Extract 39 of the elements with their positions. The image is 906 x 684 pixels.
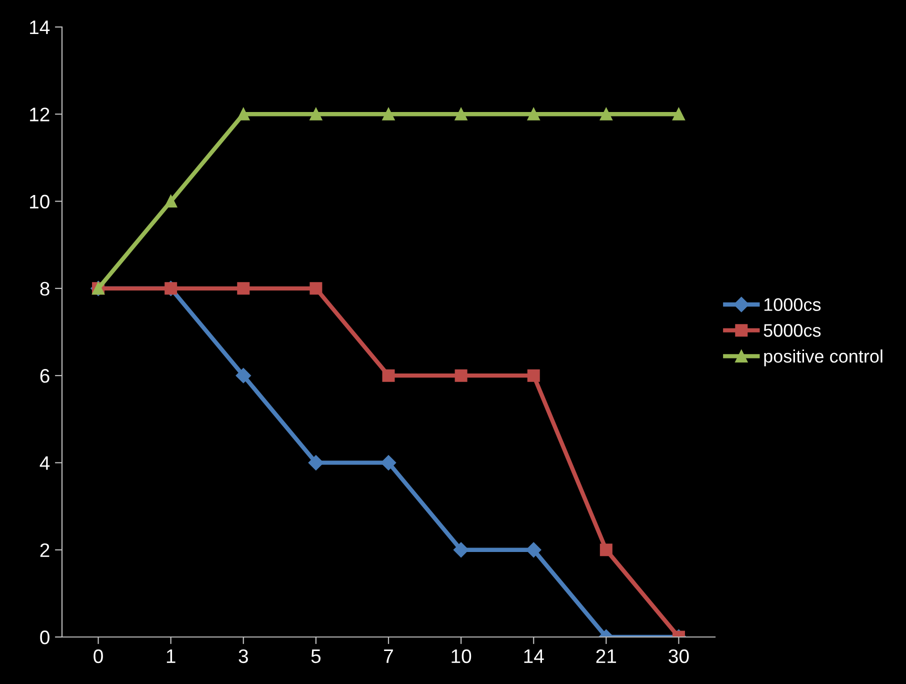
- x-tick-label: 7: [384, 650, 393, 663]
- point: [237, 282, 250, 295]
- point: [310, 282, 322, 295]
- x-tick-label: 0: [94, 649, 103, 664]
- x-tick-label: 5: [311, 650, 321, 664]
- point: [310, 108, 322, 120]
- x-tick-label: 30: [668, 649, 689, 664]
- point: [236, 368, 251, 384]
- legend-label: 1000cs: [764, 298, 821, 311]
- point: [454, 108, 468, 120]
- point: [382, 108, 395, 120]
- point: [527, 108, 540, 120]
- legend-label: 5000cs: [764, 324, 821, 337]
- point: [672, 108, 685, 120]
- y-tick-label: 8: [40, 282, 50, 296]
- y-tick-label: 6: [40, 369, 50, 383]
- point: [380, 455, 396, 470]
- point: [453, 542, 469, 558]
- point: [600, 544, 612, 556]
- point: [526, 542, 542, 558]
- y-tick-label: 4: [40, 456, 50, 470]
- x-tick-label: 3: [238, 649, 248, 664]
- y-tick-label: 2: [40, 543, 50, 557]
- point: [164, 195, 178, 208]
- point: [454, 369, 468, 382]
- x-tick-label: 21: [596, 649, 616, 663]
- y-tick-label: 10: [30, 194, 50, 209]
- point: [600, 108, 612, 120]
- legend-label: positive control: [764, 349, 882, 366]
- point: [237, 108, 250, 120]
- point: [308, 455, 324, 470]
- point: [382, 369, 395, 382]
- y-tick-label: 0: [40, 630, 50, 644]
- x-tick-label: 1: [166, 650, 176, 663]
- y-tick-label: 12: [30, 108, 50, 122]
- y-tick-label: 14: [30, 20, 50, 34]
- x-tick-label: 10: [452, 649, 472, 664]
- x-tick-label: 14: [524, 650, 544, 663]
- point: [527, 369, 540, 382]
